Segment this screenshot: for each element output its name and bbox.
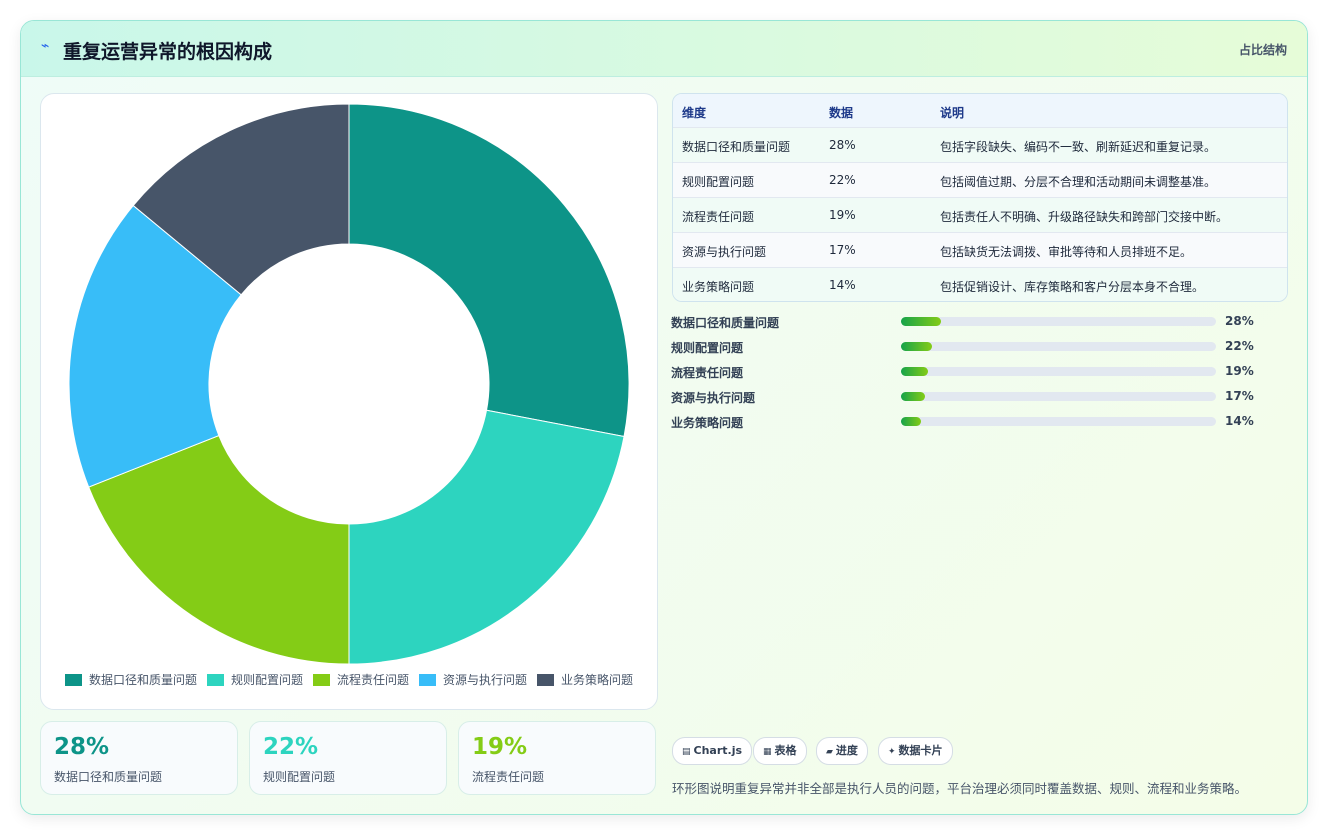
table-cell: 资源与执行问题 (682, 245, 767, 259)
stat-card: 28% 数据口径和质量问题 (40, 721, 238, 795)
table-cell: 包括责任人不明确、升级路径缺失和跨部门交接中断。 (940, 210, 1229, 224)
progress-list: 数据口径和质量问题 28% 规则配置问题 22% 流程责任问题 19% 资源与执行问题 17%… (671, 311, 1291, 431)
title: 重复运营异常的根因构成 (63, 41, 273, 63)
legend-swatch (207, 674, 224, 686)
progress-value: 14% (1225, 414, 1254, 428)
header: ⌁ 重复运营异常的根因构成 占比结构 (21, 21, 1307, 77)
donut-slice (348, 409, 625, 665)
table: 维度 数据 说明数据口径和质量问题 28% 包括字段缺失、编码不一致、刷新延迟和重复记录… (672, 93, 1288, 302)
stat-card: 19% 流程责任问题 (458, 721, 656, 795)
table-cell: 规则配置问题 (682, 175, 755, 189)
progress-label: 流程责任问题 (671, 366, 744, 380)
table-cell: 包括促销设计、库存策略和客户分层本身不合理。 (940, 280, 1205, 294)
progress-track (901, 342, 1216, 351)
donut-slice (68, 204, 242, 488)
legend-swatch (537, 674, 554, 686)
note: 环形图说明重复异常并非全部是执行人员的问题，平台治理必须同时覆盖数据、规则、流程… (672, 781, 1248, 796)
legend-swatch (313, 674, 330, 686)
legend-swatch (65, 674, 82, 686)
stat-value: 22% (263, 734, 319, 760)
donut-slice (88, 434, 350, 665)
table-cell: 14% (829, 278, 856, 292)
progress-value: 22% (1225, 339, 1254, 353)
chip-icon: ▰ (826, 747, 833, 757)
progress-label: 数据口径和质量问题 (671, 316, 780, 330)
table-cell: 28% (829, 138, 856, 152)
chip-icon: ▦ (763, 747, 772, 757)
donut-chart: 数据口径和质量问题 规则配置问题 流程责任问题 资源与执行问题 业务策略问题 (65, 103, 633, 687)
chip[interactable]: ▤ Chart.js (672, 737, 753, 765)
table-cell: 19% (829, 208, 856, 222)
table-cell: 数据口径和质量问题 (682, 140, 791, 154)
column-header: 维度 (682, 106, 707, 120)
chip[interactable]: ▰ 进度 (816, 737, 868, 765)
column-header: 数据 (829, 106, 854, 120)
legend-label: 资源与执行问题 (443, 673, 527, 687)
progress-value: 17% (1225, 389, 1254, 403)
table-cell: 包括字段缺失、编码不一致、刷新延迟和重复记录。 (940, 140, 1217, 154)
card: ⌁ 重复运营异常的根因构成 占比结构 数据口径和质量问题 规则配置问题 流程责任问题… (20, 20, 1308, 815)
progress-label: 业务策略问题 (671, 416, 744, 430)
progress-value: 19% (1225, 364, 1254, 378)
progress-fill (901, 342, 933, 351)
progress-fill (901, 367, 929, 376)
donut-slice (348, 103, 630, 438)
stat-value: 28% (54, 734, 110, 760)
legend-label: 规则配置问题 (231, 672, 303, 687)
table-cell: 包括缺货无法调拨、审批等待和人员排班不足。 (940, 245, 1193, 259)
progress-track (901, 317, 1216, 326)
progress-track (901, 417, 1216, 426)
legend-label: 数据口径和质量问题 (89, 672, 197, 687)
progress-track (901, 367, 1216, 376)
table-cell: 17% (829, 243, 856, 257)
chip[interactable]: ✦ 数据卡片 (878, 737, 953, 765)
chip-label: Chart.js (693, 744, 743, 757)
stat-label: 流程责任问题 (472, 770, 545, 784)
table-header: 维度 数据 说明 (673, 94, 1287, 127)
legend-swatch (419, 674, 436, 686)
legend-label: 业务策略问题 (561, 672, 633, 687)
table-row: 资源与执行问题 17% 包括缺货无法调拨、审批等待和人员排班不足。 (673, 232, 1287, 267)
progress-fill (901, 392, 926, 401)
table-row: 规则配置问题 22% 包括阈值过期、分层不合理和活动期间未调整基准。 (673, 162, 1287, 197)
chip-icon: ✦ (888, 747, 896, 757)
progress-value: 28% (1225, 314, 1254, 328)
icon: ⌁ (41, 38, 50, 54)
table-cell: 包括阈值过期、分层不合理和活动期间未调整基准。 (940, 175, 1217, 189)
table-row: 业务策略问题 14% 包括促销设计、库存策略和客户分层本身不合理。 (673, 267, 1287, 301)
stat-card: 22% 规则配置问题 (249, 721, 447, 795)
chip[interactable]: ▦ 表格 (753, 737, 807, 765)
table-cell: 流程责任问题 (682, 210, 755, 224)
stat-label: 数据口径和质量问题 (54, 770, 163, 784)
chip-icon: ▤ (682, 747, 691, 757)
chip-label: 表格 (774, 744, 797, 757)
table-row: 数据口径和质量问题 28% 包括字段缺失、编码不一致、刷新延迟和重复记录。 (673, 127, 1287, 162)
chart-panel: 数据口径和质量问题 规则配置问题 流程责任问题 资源与执行问题 业务策略问题 (40, 93, 658, 710)
legend-label: 流程责任问题 (337, 672, 409, 687)
table-cell: 业务策略问题 (682, 280, 755, 294)
progress-track (901, 392, 1216, 401)
column-header: 说明 (940, 106, 965, 120)
stat-label: 规则配置问题 (263, 770, 336, 784)
donut-slice (132, 103, 350, 296)
progress-fill (901, 317, 942, 326)
progress-label: 资源与执行问题 (671, 391, 756, 405)
table-cell: 22% (829, 173, 856, 187)
tag: 占比结构 (1238, 43, 1287, 57)
stat-value: 19% (472, 734, 528, 760)
table-row: 流程责任问题 19% 包括责任人不明确、升级路径缺失和跨部门交接中断。 (673, 197, 1287, 232)
chip-label: 进度 (835, 744, 858, 757)
progress-label: 规则配置问题 (671, 341, 744, 355)
chip-label: 数据卡片 (898, 744, 943, 757)
progress-fill (901, 417, 922, 426)
